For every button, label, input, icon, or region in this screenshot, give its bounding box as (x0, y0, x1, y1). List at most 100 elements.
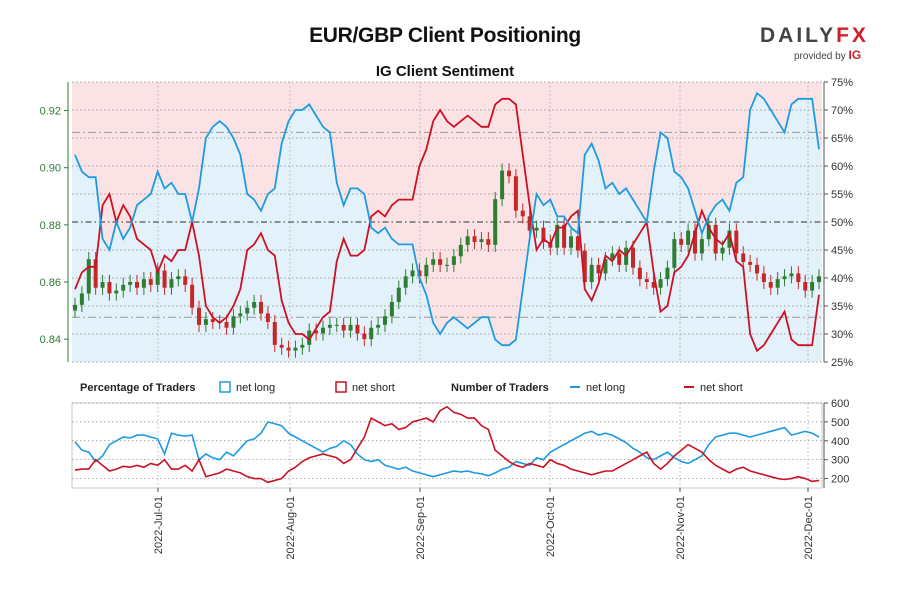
candle-body (383, 316, 387, 325)
candle-body (203, 319, 208, 325)
pct-tick-label: 25% (831, 357, 853, 369)
candle-body (507, 170, 511, 177)
candle-body (431, 259, 436, 265)
logo-fx: FX (836, 24, 869, 47)
candle-body (79, 293, 84, 305)
candle-body (369, 327, 374, 340)
candle-body (534, 227, 539, 231)
count-tick-label: 200 (831, 474, 849, 486)
candle-body (231, 316, 236, 328)
chart-subtitle: IG Client Sentiment (375, 63, 515, 80)
candle-body (541, 227, 546, 242)
candle-body (300, 344, 305, 348)
legend-row: Percentage of Traders net long net short Nu… (80, 381, 743, 394)
candle-body (259, 302, 263, 314)
logo-subtitle: provided by IG (794, 48, 870, 62)
candle-body (376, 324, 381, 328)
candle-body (479, 239, 484, 242)
price-tick-label: 0.84 (40, 334, 61, 346)
candle-body (775, 279, 780, 288)
legend-long-label: net long (236, 382, 275, 394)
candle-body (610, 253, 615, 260)
pct-tick-label: 45% (831, 245, 853, 257)
date-axis: 2022-Jul-01 2022-Aug-01 2022-Sep-01 2022-Oc… (153, 488, 815, 560)
candle-body (162, 270, 167, 288)
pct-tick-label: 60% (831, 161, 853, 173)
candle-body (224, 322, 229, 328)
date-label: 2022-Nov-01 (675, 496, 687, 560)
candle-body (727, 230, 732, 248)
candle-body (789, 273, 794, 277)
candle-body (782, 276, 787, 280)
candle-body (575, 236, 580, 251)
candle-body (582, 250, 587, 282)
logo-word: DAILYFX (760, 24, 869, 47)
candle-body (637, 267, 642, 280)
candle-body (631, 247, 635, 268)
date-label: 2022-Oct-01 (545, 496, 557, 557)
candle-body (169, 279, 174, 288)
candle-body (596, 264, 601, 274)
candle-body (665, 267, 670, 280)
chart-title: EUR/GBP Client Positioning (309, 24, 581, 47)
legend-num-heading: Number of Traders (451, 382, 549, 394)
candle-body (424, 264, 429, 277)
candle-body (706, 224, 711, 240)
net-short-pct-line (74, 97, 820, 353)
pct-tick-label: 65% (831, 133, 853, 145)
candle-body (500, 170, 505, 200)
candle-body (279, 344, 284, 348)
count-tick-label: 400 (831, 436, 849, 448)
candle-body (128, 282, 133, 285)
pct-tick-label: 30% (831, 329, 853, 341)
candle-body (817, 276, 821, 282)
candle-body (458, 244, 463, 257)
date-label: 2022-Dec-01 (803, 496, 815, 560)
legend-num-short-label: net short (700, 382, 743, 394)
candle-body (472, 236, 477, 242)
candle-body (321, 327, 325, 334)
candle-body (245, 307, 250, 314)
candle-body (210, 319, 215, 322)
candle-body (100, 282, 105, 288)
candle-body (148, 279, 153, 285)
pct-tick-label: 55% (831, 189, 853, 201)
legend-short-label: net short (352, 382, 395, 394)
ig-mark: IG (848, 48, 862, 62)
dailyfx-logo[interactable]: DAILYFX provided by IG (760, 24, 870, 62)
candle-body (672, 239, 677, 268)
candle-body (334, 324, 339, 326)
candle-body (755, 264, 759, 274)
price-tick-label: 0.92 (40, 106, 61, 118)
candle-body (272, 322, 277, 345)
pct-tick-label: 50% (831, 217, 853, 229)
candle-body (417, 270, 422, 277)
candle-body (679, 239, 684, 245)
candle-body (327, 324, 332, 328)
candle-body (465, 236, 470, 245)
legend-short-swatch (335, 381, 347, 393)
candle-body (286, 347, 291, 351)
candle-body (803, 282, 808, 291)
candle-body (451, 256, 456, 265)
candle-body (644, 279, 649, 282)
price-tick-label: 0.88 (40, 220, 61, 232)
candle-body (197, 307, 201, 325)
candle-body (155, 270, 160, 285)
candle-body (307, 330, 312, 345)
candle-body (121, 284, 126, 291)
candle-body (355, 324, 360, 334)
candle-body (141, 279, 146, 288)
candle-body (293, 347, 298, 351)
candle-body (114, 290, 119, 294)
legend-long-swatch (219, 381, 231, 393)
candle-body (93, 259, 98, 288)
logo-sub-text: provided by (794, 51, 846, 62)
candle-body (748, 262, 753, 265)
candle-body (796, 273, 801, 282)
candle-body (410, 270, 415, 277)
candle-body (389, 302, 394, 317)
lower-panel-frame (71, 402, 823, 489)
candle-body (693, 230, 697, 254)
